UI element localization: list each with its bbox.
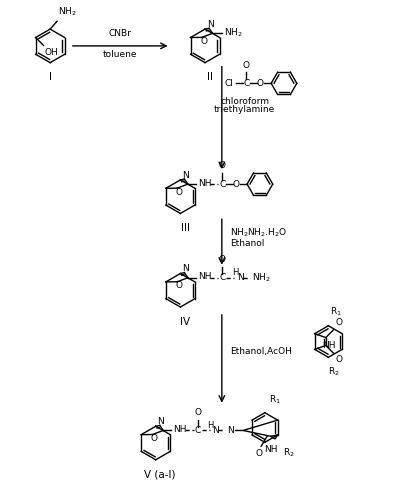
Text: N: N [157, 417, 164, 426]
Text: NH$_2$: NH$_2$ [252, 272, 270, 284]
Text: NH: NH [198, 178, 211, 188]
Text: H: H [232, 268, 238, 278]
Text: N: N [227, 426, 234, 435]
Text: II: II [207, 72, 213, 83]
Text: O: O [219, 255, 226, 264]
Text: OH: OH [44, 48, 58, 58]
Text: NH$_2$: NH$_2$ [224, 26, 243, 38]
Text: NH$_2$NH$_2$.H$_2$O: NH$_2$NH$_2$.H$_2$O [230, 227, 287, 239]
Text: IV: IV [180, 317, 190, 327]
Text: R$_1$: R$_1$ [330, 306, 342, 318]
Text: H: H [207, 421, 214, 430]
Text: chloroform: chloroform [220, 97, 269, 106]
Text: R$_2$: R$_2$ [283, 446, 294, 458]
Text: NH$_2$: NH$_2$ [58, 6, 76, 18]
Text: O: O [336, 318, 343, 326]
Text: Cl: Cl [225, 79, 234, 88]
Text: Ethanol,AcOH: Ethanol,AcOH [230, 347, 292, 356]
Text: CNBr: CNBr [109, 29, 132, 38]
Text: C: C [219, 180, 226, 188]
Text: V (a-l): V (a-l) [144, 470, 176, 480]
Text: O: O [194, 408, 201, 416]
Text: NH: NH [264, 444, 277, 454]
Text: R$_1$: R$_1$ [269, 394, 280, 406]
Text: N: N [182, 264, 189, 273]
Text: N: N [207, 20, 214, 29]
Text: O: O [151, 434, 158, 443]
Text: triethylamine: triethylamine [214, 105, 275, 114]
Text: O: O [200, 37, 207, 46]
Text: O: O [233, 180, 240, 188]
Text: N: N [237, 273, 244, 282]
Text: O: O [243, 60, 250, 70]
Text: toluene: toluene [103, 50, 138, 59]
Text: C: C [243, 79, 250, 88]
Text: III: III [181, 224, 190, 234]
Text: NH: NH [322, 341, 336, 350]
Text: O: O [257, 79, 264, 88]
Text: Ethanol: Ethanol [230, 240, 264, 248]
Text: O: O [219, 162, 226, 170]
Text: O: O [176, 281, 183, 290]
Text: NH: NH [173, 425, 186, 434]
Text: N: N [212, 426, 219, 435]
Text: C: C [219, 273, 226, 282]
Text: O: O [256, 449, 263, 458]
Text: R$_2$: R$_2$ [329, 365, 340, 378]
Text: NH: NH [198, 272, 211, 281]
Text: O: O [176, 188, 183, 196]
Text: I: I [48, 72, 52, 83]
Text: O: O [336, 356, 343, 364]
Text: N: N [182, 170, 189, 179]
Text: C: C [195, 426, 201, 435]
